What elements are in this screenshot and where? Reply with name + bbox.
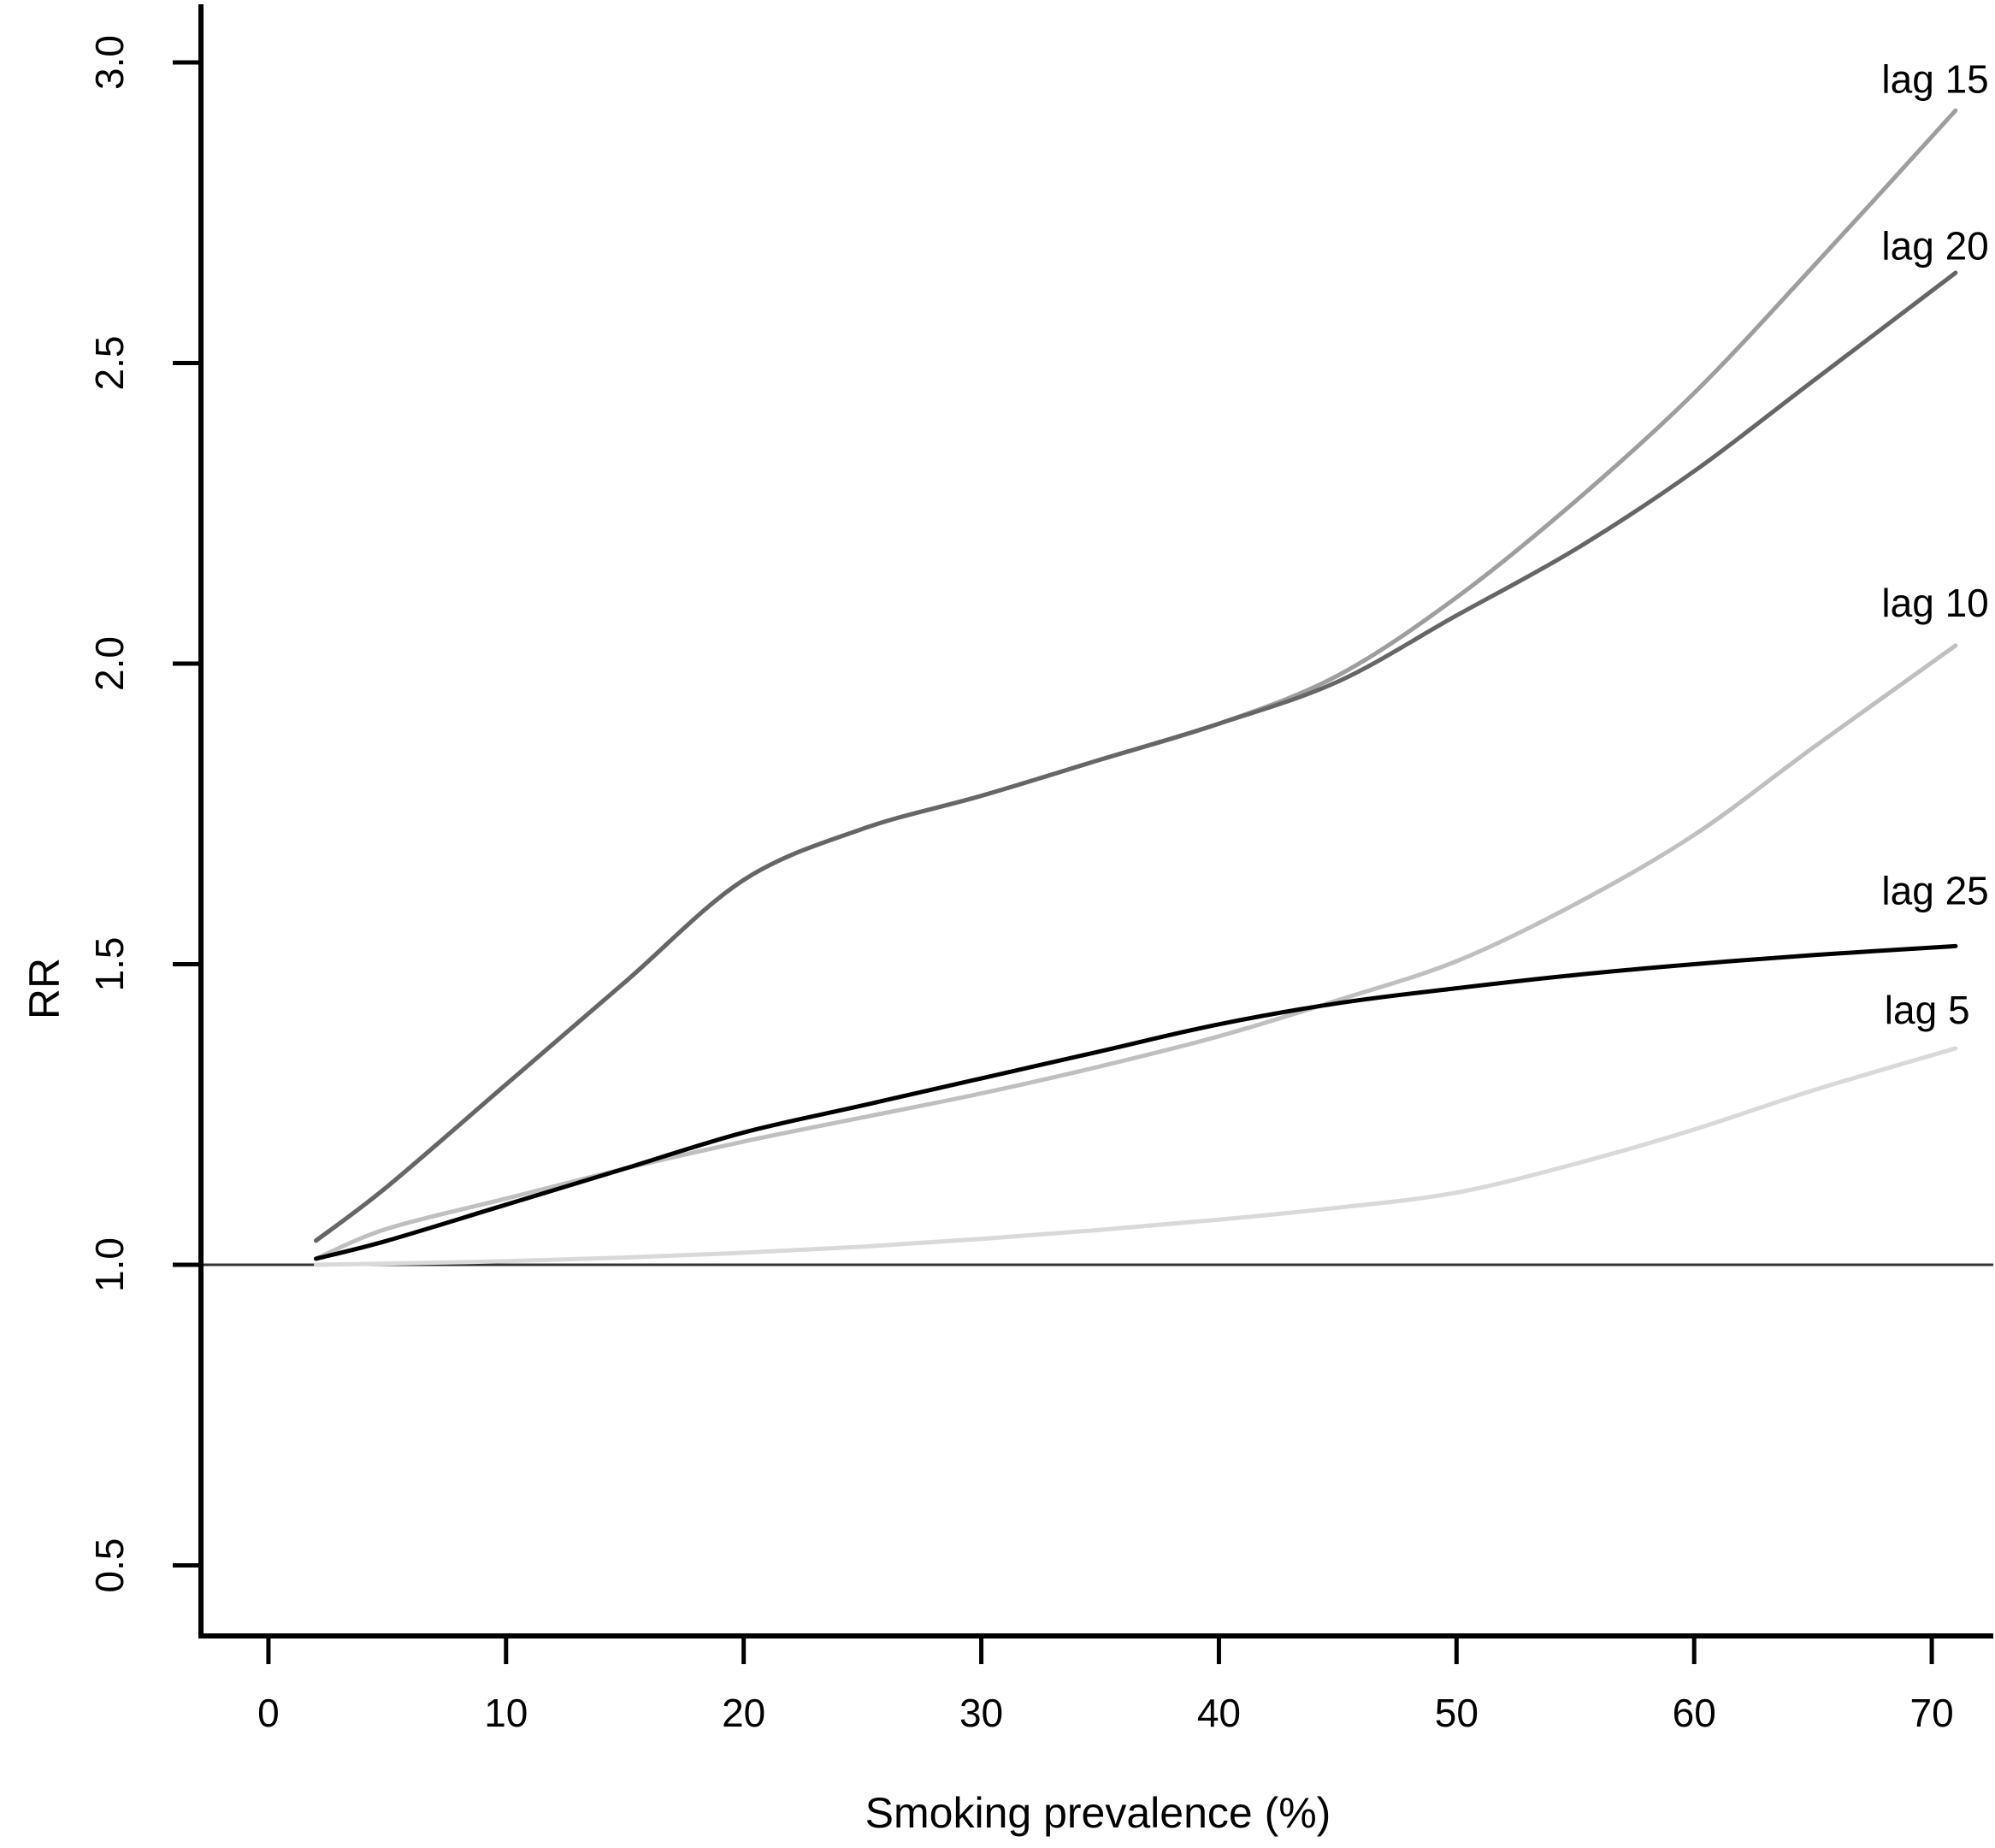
- x-tick-label: 20: [722, 1691, 765, 1735]
- series-lag-10-line: [314, 643, 1958, 1261]
- series-lag-15-label: lag 15: [1881, 57, 1988, 102]
- x-axis-title: Smoking prevalence (%): [865, 1789, 1331, 1837]
- y-tick-label: 2.0: [87, 636, 132, 691]
- x-tick-label: 70: [1909, 1691, 1953, 1735]
- series-lag-15-line: [314, 108, 1958, 1243]
- series-lag-25-line: [314, 943, 1958, 1261]
- x-tick-label: 50: [1435, 1691, 1479, 1735]
- series-lag-5-line: [314, 1046, 1958, 1267]
- x-tick-label: 10: [484, 1691, 528, 1735]
- series-lag-5-label: lag 5: [1885, 988, 1970, 1032]
- x-tick-label: 60: [1673, 1691, 1716, 1735]
- y-axis-title: RR: [21, 958, 68, 1019]
- x-tick-label: 0: [257, 1691, 280, 1735]
- y-tick-label: 0.5: [87, 1538, 132, 1592]
- series-lag-20-line: [314, 270, 1958, 1243]
- series-lag-20-label: lag 20: [1881, 223, 1988, 268]
- x-tick-label: 40: [1197, 1691, 1241, 1735]
- y-tick-label: 2.5: [87, 335, 132, 390]
- y-tick-label: 1.0: [87, 1237, 132, 1292]
- series-lag-10-label: lag 10: [1881, 581, 1988, 625]
- series-lag-25-label: lag 25: [1881, 869, 1988, 913]
- x-tick-label: 30: [959, 1691, 1003, 1735]
- y-tick-label: 1.5: [87, 936, 132, 991]
- y-tick-label: 3.0: [87, 35, 132, 90]
